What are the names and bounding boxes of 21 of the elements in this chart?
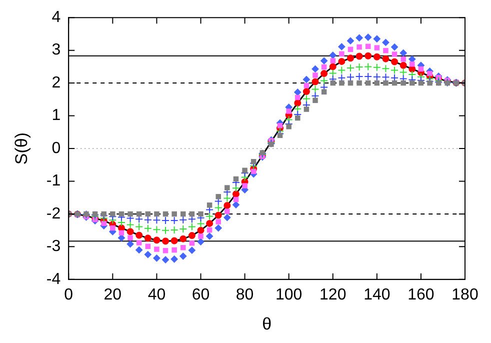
x-tick-label: 80	[236, 286, 254, 304]
x-tick-label: 180	[452, 286, 478, 304]
y-tick-label: -4	[46, 270, 61, 288]
x-tick-label: 60	[192, 286, 210, 304]
y-tick-label: 1	[52, 107, 61, 124]
x-tick-label: 160	[408, 286, 434, 304]
x-tick-label: 120	[320, 286, 346, 304]
x-axis-title: θ	[262, 314, 272, 334]
y-tick-label: -3	[46, 238, 61, 256]
x-tick-label: 0	[64, 286, 74, 304]
y-tick-label: -2	[46, 205, 61, 222]
y-tick-label: -1	[46, 172, 61, 190]
y-tick-label: 3	[52, 42, 61, 59]
x-tick-label: 40	[148, 286, 166, 304]
x-tick-label: 20	[104, 286, 122, 304]
y-tick-label: 2	[52, 74, 61, 92]
x-tick-label: 100	[275, 286, 302, 304]
y-tick-label: 0	[52, 140, 61, 157]
y-axis-title: S(θ)	[12, 132, 31, 165]
y-tick-label: 4	[52, 9, 61, 26]
x-tick-label: 140	[364, 286, 390, 304]
